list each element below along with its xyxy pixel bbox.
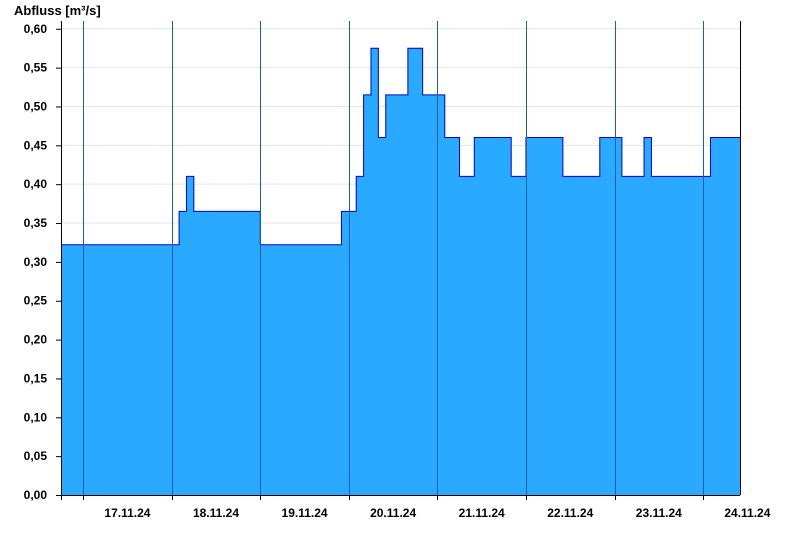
axes	[56, 21, 741, 500]
y-tick-label: 0,55	[24, 61, 48, 75]
day-dividers	[83, 21, 704, 495]
series-line	[61, 47, 740, 246]
y-axis-title: Abfluss [m³/s]	[14, 3, 101, 18]
y-tick-labels: 0,00 0,05 0,10 0,15 0,20 0,25 0,30 0,35 0,40 0,45…	[24, 22, 61, 502]
y-tick-label: 0,60	[24, 22, 48, 36]
y-tick-label: 0,35	[24, 216, 48, 230]
discharge-area	[61, 47, 740, 496]
x-tick-label: 23.11.24	[636, 506, 682, 520]
x-tick-label: 19.11.24	[282, 506, 328, 520]
x-tick-labels: 17.11.24 18.11.24 19.11.24 20.11.24 21.11.24…	[83, 495, 771, 520]
y-tick-label: 0,00	[24, 488, 48, 502]
y-tick-label: 0,10	[24, 410, 48, 424]
x-tick-label: 17.11.24	[104, 506, 150, 520]
y-tick-label: 0,15	[24, 371, 48, 385]
x-tick-label: 22.11.24	[547, 506, 593, 520]
y-tick-label: 0,20	[24, 333, 48, 347]
y-tick-label: 0,45	[24, 138, 48, 152]
y-tick-label: 0,25	[24, 294, 48, 308]
y-tick-label: 0,05	[24, 449, 48, 463]
x-tick-label: 20.11.24	[370, 506, 416, 520]
y-tick-label: 0,40	[24, 177, 48, 191]
x-tick-label: 24.11.24	[724, 506, 770, 520]
x-tick-label: 21.11.24	[459, 506, 505, 520]
x-tick-label: 18.11.24	[193, 506, 239, 520]
y-tick-label: 0,50	[24, 99, 48, 113]
area-fill	[61, 48, 740, 496]
y-tick-label: 0,30	[24, 255, 48, 269]
